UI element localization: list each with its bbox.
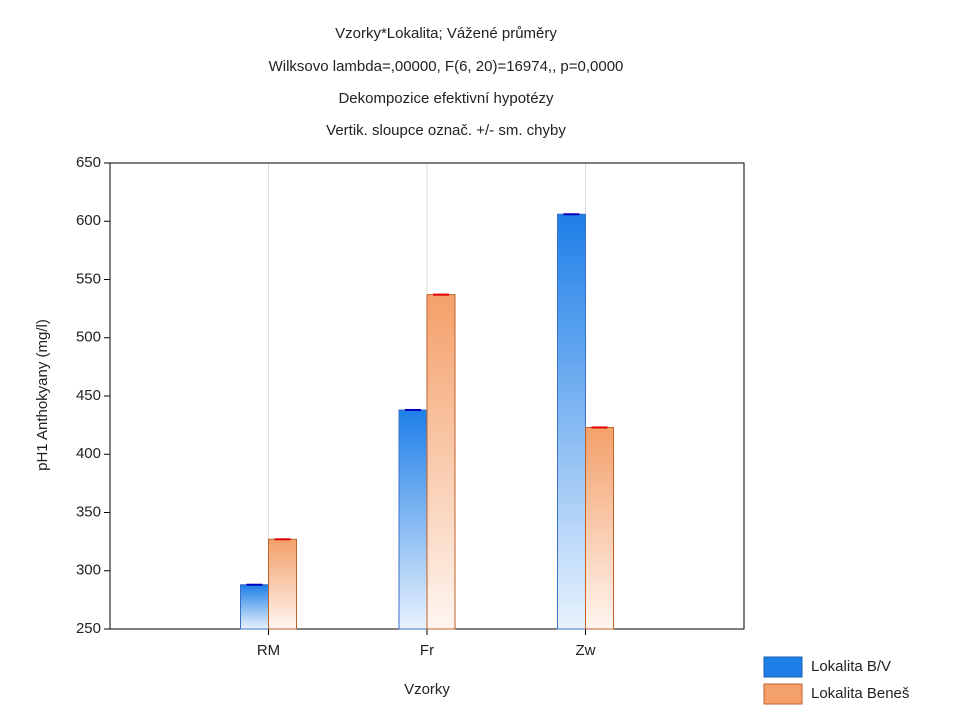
y-axis-label: pH1 Anthokyany (mg/l) (34, 319, 51, 471)
y-tick-label: 500 (76, 329, 101, 346)
chart-subtitle: Dekompozice efektivní hypotézy (338, 90, 554, 107)
x-tick-label: RM (257, 642, 280, 659)
y-tick-label: 300 (76, 562, 101, 579)
bar (585, 426, 614, 630)
y-tick-label: 600 (76, 212, 101, 229)
bar (426, 294, 456, 630)
y-tick-label: 400 (76, 445, 101, 462)
x-tick-label: Zw (576, 642, 596, 659)
bar (240, 584, 269, 630)
legend-swatch (763, 656, 803, 678)
chart-title: Vzorky*Lokalita; Vážené průměry (335, 25, 557, 42)
bar (268, 538, 297, 630)
legend-label: Lokalita B/V (811, 658, 891, 675)
y-tick-label: 350 (76, 503, 101, 520)
y-tick-label: 650 (76, 154, 101, 171)
bar (398, 409, 428, 630)
chart-subtitle: Vertik. sloupce označ. +/- sm. chyby (326, 122, 566, 139)
legend-label: Lokalita Beneš (811, 685, 909, 702)
y-tick-label: 450 (76, 387, 101, 404)
y-tick-label: 250 (76, 620, 101, 637)
bar (557, 213, 586, 630)
x-axis-label: Vzorky (404, 681, 450, 698)
y-tick-label: 550 (76, 270, 101, 287)
legend-swatch (763, 683, 803, 705)
chart-subtitle: Wilksovo lambda=,00000, F(6, 20)=16974,,… (269, 58, 624, 75)
x-tick-label: Fr (420, 642, 434, 659)
